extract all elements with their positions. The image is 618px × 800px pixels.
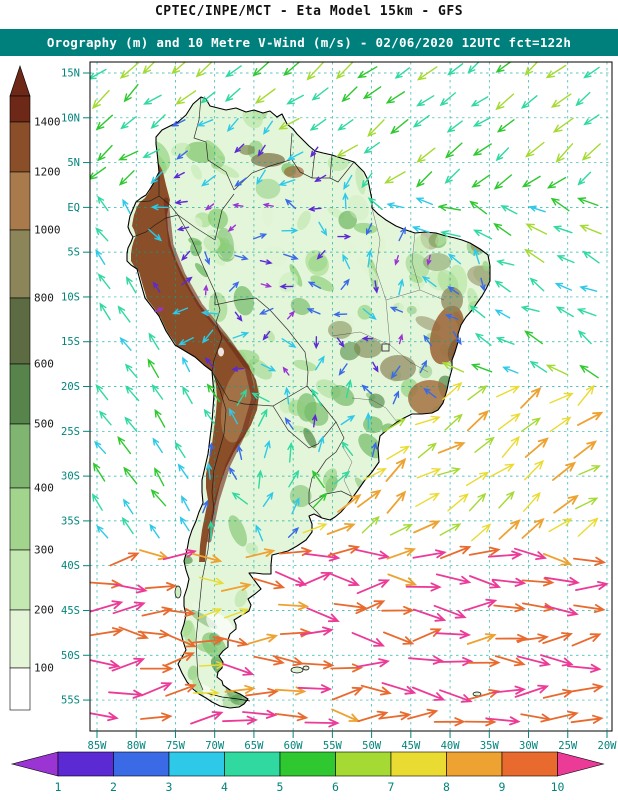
orography-scale-label: 1400 [34,116,61,129]
map-frame [89,61,613,732]
wind-scale-label: 1 [55,780,62,794]
lon-label: 20W [598,740,618,752]
wind-scale-label: 2 [110,780,117,794]
lon-label: 85W [88,740,108,752]
orography-scale-label: 200 [34,604,54,617]
lon-label: 60W [284,740,304,752]
wind-scale-label: 4 [221,780,228,794]
wind-speed-colorbar: 1 2 3 4 5 6 7 8 9 10 [10,751,605,794]
lat-label: 10S [61,291,80,303]
orography-scale-label: 1200 [34,166,61,179]
lon-label: 70W [205,740,225,752]
lat-label: 40S [61,560,80,572]
orography-layer [127,97,490,708]
lat-label: 20S [61,381,80,393]
model-title: CPTEC/INPE/MCT - Eta Model 15km - GFS [154,4,464,19]
lon-label: 80W [127,740,147,752]
field-title: Orography (m) and 10 Metre V-Wind (m/s) … [46,35,572,50]
wind-scale-label: 7 [388,780,395,794]
orography-scale-label: 300 [34,544,54,557]
lat-label: 25S [61,426,80,438]
lon-label: 65W [244,740,264,752]
orography-colorbar: 1400 1200 1000 800 600 500 400 300 200 100 [9,65,61,711]
lat-label: 45S [61,605,80,617]
lon-label: 25W [558,740,578,752]
orography-scale-label: 400 [34,482,54,495]
axis-labels: 15N 10N 5N EQ 5S 10S 15S 20S 25S 30S 35S 40S 45S 50S 5… [61,68,617,753]
wind-scale-label: 6 [332,780,339,794]
lon-label: 30W [519,740,539,752]
field-title-bar: Orography (m) and 10 Metre V-Wind (m/s) … [0,29,618,56]
lon-label: 35W [480,740,500,752]
lon-label: 40W [441,740,461,752]
orography-scale-label: 100 [34,662,54,675]
lat-label: 35S [61,515,80,527]
wind-arrows-layer [90,62,609,728]
lat-label: EQ [67,202,80,214]
wind-scale-label: 10 [551,780,565,794]
wind-scale-label: 5 [277,780,284,794]
lat-label: 10N [61,112,80,124]
lon-label: 55W [323,740,343,752]
orography-scale-label: 600 [34,358,54,371]
lat-label: 15S [61,336,80,348]
lat-label: 5S [67,247,80,259]
wind-scale-label: 9 [499,780,506,794]
lon-label: 50W [362,740,382,752]
lon-label: 75W [166,740,186,752]
lat-label: 30S [61,471,80,483]
lat-label: 50S [61,650,80,662]
wind-scale-label: 3 [166,780,173,794]
orography-scale-label: 500 [34,418,54,431]
lat-label: 55S [61,695,80,707]
lon-label: 45W [401,740,421,752]
orography-scale-label: 1000 [34,224,61,237]
wind-scale-label: 8 [443,780,450,794]
lat-label: 5N [67,157,80,169]
orography-scale-label: 800 [34,292,54,305]
lat-label: 15N [61,68,80,80]
